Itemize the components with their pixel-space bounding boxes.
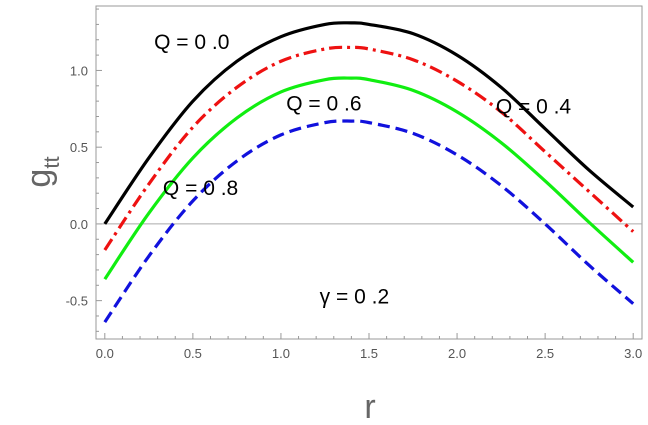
x-tick-label: 1.5 <box>360 346 378 361</box>
annotation-2: Q = 0 .6 <box>286 92 361 115</box>
series-line-1 <box>103 45 635 251</box>
annotation-0: Q = 0 .0 <box>154 31 229 54</box>
annotation-1: Q = 0 .4 <box>496 95 572 118</box>
y-axis-label-main: g <box>20 169 58 188</box>
series-line-3 <box>103 119 635 324</box>
annotations: Q = 0 .0 Q = 0 .4 Q = 0 .6 Q = 0 .8 γ = 0 .2 <box>154 31 571 309</box>
ticks <box>96 8 634 339</box>
y-axis-label: gtt <box>20 156 64 187</box>
y-axis-label-sub: tt <box>39 156 64 168</box>
series-line-0 <box>103 21 635 225</box>
annotation-4: γ = 0 .2 <box>320 286 389 309</box>
x-axis-label: r <box>364 388 375 425</box>
x-tick-label: 1.0 <box>272 346 290 361</box>
x-tick-label: 3.0 <box>624 346 642 361</box>
series-group <box>103 21 635 324</box>
x-tick-label: 0.5 <box>184 346 202 361</box>
y-tick-label: 0.5 <box>70 140 88 155</box>
x-tick-label: 2.0 <box>448 346 466 361</box>
y-tick-label: 1.0 <box>70 63 88 78</box>
x-tick-label: 2.5 <box>536 346 554 361</box>
x-tick-label: 0.0 <box>96 346 114 361</box>
tick-labels: 0.0 0.5 1.0 1.5 2.0 2.5 3.0 -0.5 0.0 0.5 1.0 <box>66 63 643 361</box>
series-line-2 <box>103 76 635 281</box>
annotation-3: Q = 0 .8 <box>163 177 238 200</box>
y-tick-label: -0.5 <box>66 294 88 309</box>
y-tick-label: 0.0 <box>70 217 88 232</box>
